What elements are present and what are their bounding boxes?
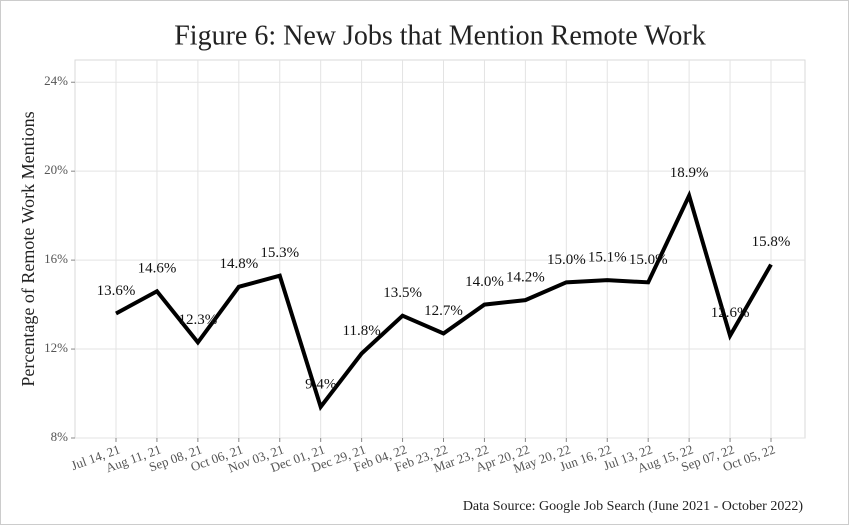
chart-title: Figure 6: New Jobs that Mention Remote W…: [174, 20, 706, 51]
value-label: 12.3%: [179, 312, 218, 328]
y-tick-label: 16%: [44, 251, 68, 266]
y-axis-label: Percentage of Remote Work Mentions: [18, 111, 38, 386]
line: [115, 190, 773, 412]
value-label: 15.0%: [547, 252, 586, 268]
value-label: 12.6%: [711, 305, 750, 321]
y-tick-label: 24%: [44, 73, 68, 88]
value-label: 9.4%: [305, 376, 336, 392]
plot-area: [74, 59, 806, 439]
value-label: 15.3%: [260, 245, 299, 261]
value-label: 15.0%: [629, 252, 668, 268]
value-label: 14.6%: [138, 261, 177, 277]
value-label: 13.6%: [97, 283, 136, 299]
y-tick-label: 8%: [51, 429, 69, 444]
value-label: 12.7%: [424, 303, 463, 319]
value-label: 18.9%: [670, 165, 709, 181]
y-tick-label: 12%: [44, 340, 68, 355]
value-label: 15.8%: [752, 234, 791, 250]
value-label: 11.8%: [343, 323, 381, 339]
value-label: 15.1%: [588, 250, 627, 266]
y-tick-label: 20%: [44, 162, 68, 177]
value-label: 14.0%: [465, 274, 504, 290]
value-label: 13.5%: [383, 285, 422, 301]
source-note: Data Source: Google Job Search (June 202…: [463, 499, 804, 514]
value-label: 14.2%: [506, 270, 545, 286]
value-label: 14.8%: [219, 256, 258, 272]
